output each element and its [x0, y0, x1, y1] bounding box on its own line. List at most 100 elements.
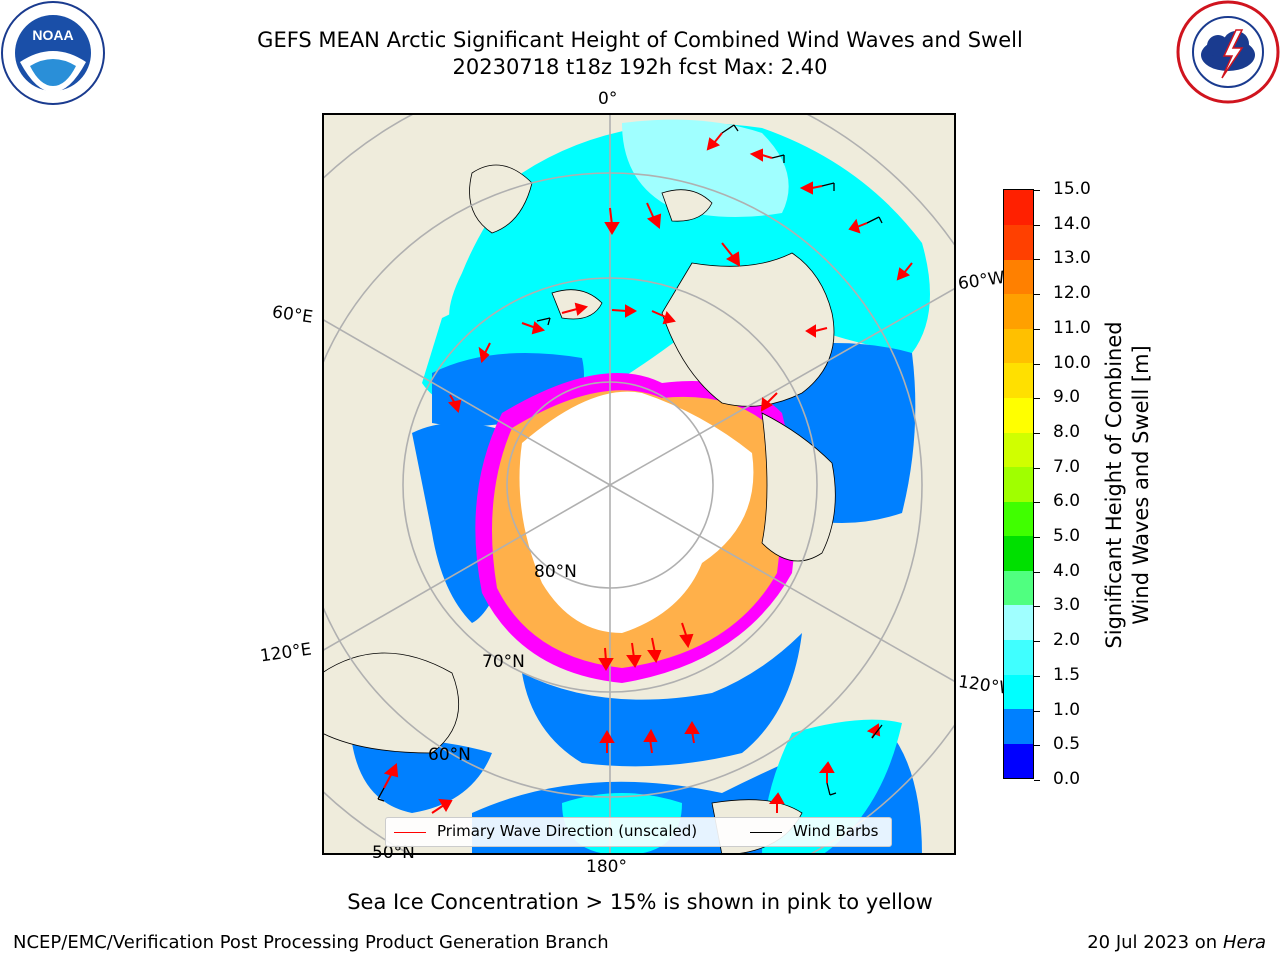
colorbar-tick-mark — [1034, 675, 1040, 677]
wave-arrow — [799, 181, 823, 195]
wave-arrows — [383, 132, 913, 814]
lon-label-60e: 60°E — [270, 302, 315, 328]
colorbar-tick-mark — [1034, 710, 1040, 712]
wind-barb — [821, 182, 835, 191]
colorbar-tick-label: 2.0 — [1053, 630, 1081, 651]
meridian-60e — [322, 318, 611, 486]
map-frame — [322, 113, 956, 855]
lat-label-60: 60°N — [428, 745, 471, 765]
colorbar-tick-label: 13.0 — [1053, 248, 1091, 269]
footer-left: NCEP/EMC/Verification Post Processing Pr… — [13, 932, 609, 953]
colorbar-segment — [1004, 362, 1033, 398]
colorbar-tick-label: 10.0 — [1053, 352, 1091, 373]
noaa-logo-text: NOAA — [32, 27, 73, 43]
colorbar-tick-mark — [1034, 537, 1040, 539]
wave-arrow — [478, 342, 491, 364]
colorbar-tick-mark — [1034, 398, 1040, 400]
iceland — [661, 189, 713, 222]
colorbar-tick-label: 3.0 — [1053, 595, 1081, 616]
colorbar-segment — [1004, 535, 1033, 571]
okhotsk-sea — [352, 739, 492, 813]
wind-barbs — [377, 124, 883, 802]
colorbar-segment — [1004, 293, 1033, 329]
title-line-2: 20230718 t18z 192h fcst Max: 2.40 — [452, 55, 828, 79]
colorbar-tick-label: 12.0 — [1053, 283, 1091, 304]
wave-arrow — [706, 132, 723, 151]
primary-wave-legend-label: Primary Wave Direction (unscaled) — [437, 822, 698, 840]
colorbar-tick-label: 4.0 — [1053, 560, 1081, 581]
wind-barb — [826, 782, 837, 796]
noaa-logo: NOAA — [1, 1, 105, 105]
colorbar-label: Significant Height of Combined Wind Wave… — [1101, 321, 1155, 648]
colorbar-tick-mark — [1034, 606, 1040, 608]
wave-arrow — [431, 798, 453, 814]
colorbar-tick-mark — [1034, 190, 1040, 191]
colorbar-tick-label: 0.0 — [1053, 769, 1081, 789]
colorbar-tick-mark — [1034, 745, 1040, 747]
scandinavia — [469, 164, 533, 234]
colorbar-segment — [1004, 674, 1033, 710]
colorbar-tick-label: 6.0 — [1053, 491, 1081, 512]
colorbar-tick-label: 15.0 — [1053, 179, 1091, 199]
chukchi-sea — [522, 633, 802, 767]
colorbar-segment — [1004, 708, 1033, 744]
wave-arrow — [684, 721, 700, 744]
colorbar-segment — [1004, 259, 1033, 295]
colorbar-tick-mark — [1034, 780, 1040, 781]
colorbar-segment — [1004, 466, 1033, 502]
sea-ice-note: Sea Ice Concentration > 15% is shown in … — [347, 890, 933, 914]
colorbar-tick-mark — [1034, 363, 1040, 365]
colorbar-segment — [1004, 639, 1033, 675]
wave-arrow — [679, 622, 694, 649]
meridian-120w — [609, 484, 956, 684]
colorbar — [1003, 189, 1034, 779]
wave-arrow — [447, 394, 462, 414]
wave-arrow — [598, 647, 614, 671]
colorbar-tick-mark — [1034, 432, 1040, 434]
colorbar-tick-label: 8.0 — [1053, 421, 1081, 442]
colorbar-label-line1: Significant Height of Combined — [1102, 321, 1126, 649]
lon-label-180: 180° — [586, 857, 627, 877]
colorbar-tick-label: 11.0 — [1053, 317, 1091, 338]
arctic-wave-map — [322, 113, 956, 855]
wave-arrow — [651, 310, 676, 325]
colorbar-tick-mark — [1034, 259, 1040, 261]
wave-arrow — [611, 304, 638, 318]
wave-arrow — [721, 242, 741, 267]
colorbar-segment — [1004, 605, 1033, 641]
nws-logo — [1176, 0, 1280, 104]
colorbar-tick-mark — [1034, 641, 1040, 643]
wave-arrow — [818, 761, 835, 783]
lat-label-80: 80°N — [534, 562, 577, 582]
wave-arrow — [643, 728, 658, 754]
colorbar-tick-mark — [1034, 571, 1040, 573]
colorbar-label-line2: Wind Waves and Swell [m] — [1129, 345, 1153, 625]
wave-arrow — [848, 218, 868, 234]
colorbar-segment — [1004, 743, 1033, 779]
colorbar-tick-label: 14.0 — [1053, 213, 1091, 234]
colorbar-segment — [1004, 501, 1033, 537]
lat-label-50: 50°N — [372, 843, 415, 863]
colorbar-tick-label: 1.0 — [1053, 699, 1081, 720]
colorbar-segment — [1004, 190, 1033, 225]
wind-barb — [866, 216, 883, 224]
wave-arrow — [749, 148, 773, 162]
colorbar-tick-mark — [1034, 294, 1040, 296]
central-pack-ice — [519, 391, 754, 633]
wave-arrow — [521, 321, 546, 335]
colorbar-tick-mark — [1034, 328, 1040, 330]
wave-arrow — [896, 262, 913, 281]
wind-barb — [721, 124, 739, 134]
wave-arrow — [760, 392, 778, 412]
wave-arrow — [647, 637, 662, 664]
lon-label-0: 0° — [598, 89, 618, 109]
footer-right: 20 Jul 2023 on Hera — [1087, 932, 1266, 953]
colorbar-tick-label: 0.5 — [1053, 734, 1081, 755]
graticule — [322, 113, 956, 855]
colorbar-tick-label: 1.5 — [1053, 664, 1081, 685]
footer-host: Hera — [1222, 932, 1266, 953]
wind-barb — [377, 787, 385, 802]
wave-arrow — [805, 324, 828, 338]
wave-arrow — [604, 207, 620, 235]
colorbar-tick-mark — [1034, 224, 1040, 226]
